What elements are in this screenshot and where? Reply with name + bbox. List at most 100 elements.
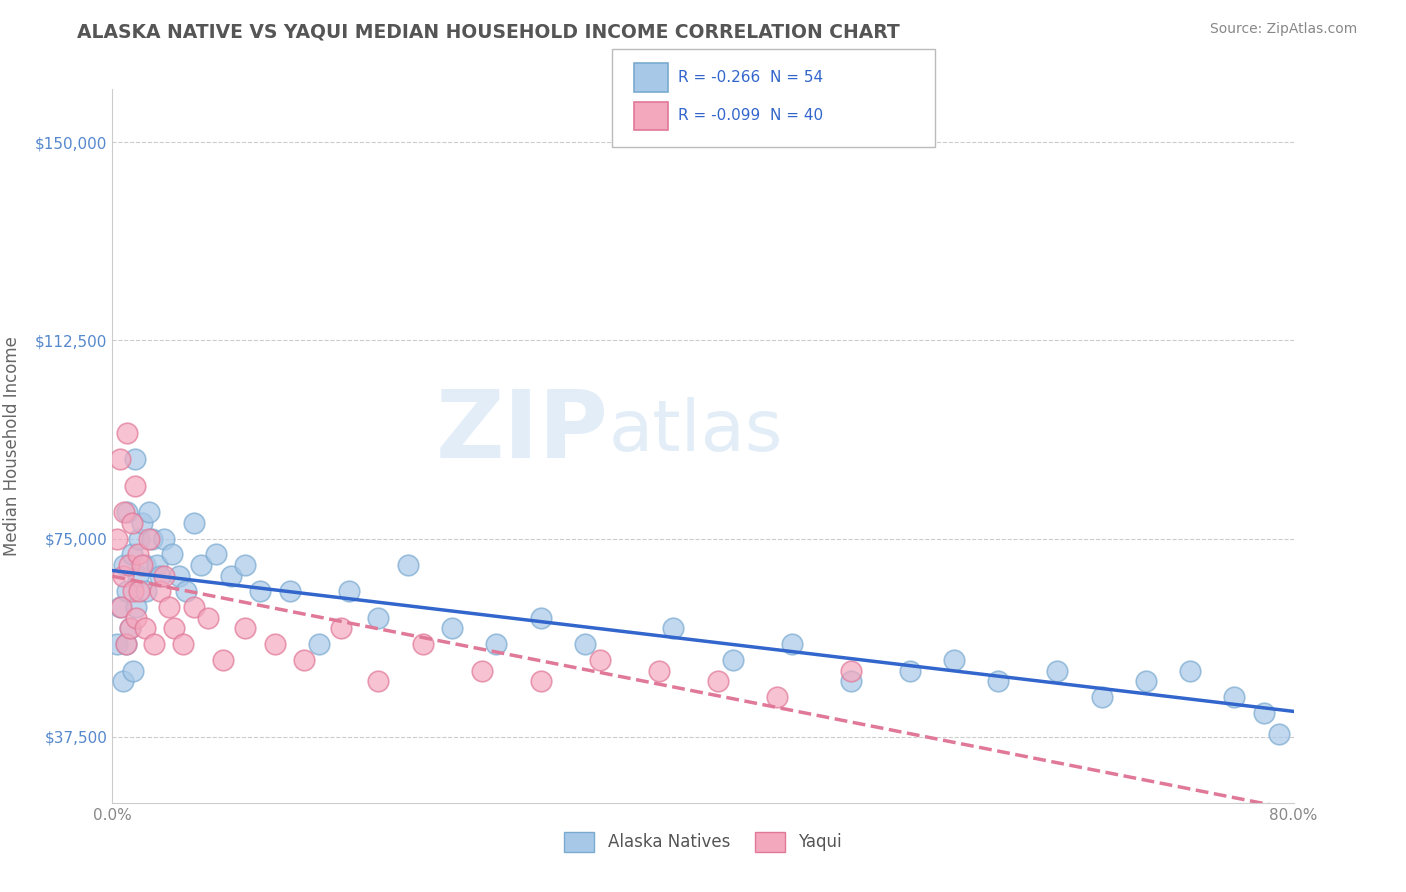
Point [233, 558, 256, 572]
Point [1091, 690, 1114, 704]
Point [141, 532, 163, 546]
Point [1268, 727, 1291, 741]
Text: R = -0.099  N = 40: R = -0.099 N = 40 [678, 109, 823, 123]
Point [588, 653, 610, 667]
Point [111, 568, 134, 582]
Point [942, 653, 965, 667]
Point [117, 425, 138, 440]
Point [135, 584, 157, 599]
Point [149, 584, 172, 599]
Point [292, 653, 315, 667]
Point [163, 621, 186, 635]
Point [121, 516, 143, 530]
Point [118, 558, 141, 572]
Point [1178, 664, 1201, 678]
Point [112, 505, 135, 519]
Point [367, 674, 389, 689]
Point [111, 674, 134, 689]
Point [114, 637, 136, 651]
Point [117, 584, 138, 599]
Point [706, 674, 728, 689]
Point [127, 568, 149, 582]
Point [138, 532, 160, 546]
Point [249, 584, 271, 599]
Point [1135, 674, 1157, 689]
Point [172, 637, 194, 651]
Point [212, 653, 235, 667]
Point [219, 568, 242, 582]
Point [839, 664, 862, 678]
Point [117, 505, 138, 519]
Point [105, 637, 128, 651]
Point [149, 568, 172, 582]
Point [124, 478, 146, 492]
Point [367, 611, 389, 625]
Point [160, 547, 183, 561]
Text: Source: ZipAtlas.com: Source: ZipAtlas.com [1209, 22, 1357, 37]
Text: ALASKA NATIVE VS YAQUI MEDIAN HOUSEHOLD INCOME CORRELATION CHART: ALASKA NATIVE VS YAQUI MEDIAN HOUSEHOLD … [77, 22, 900, 41]
Point [108, 600, 131, 615]
Point [142, 637, 165, 651]
Point [183, 516, 205, 530]
Text: ZIP: ZIP [436, 385, 609, 478]
Point [134, 621, 156, 635]
Point [125, 611, 148, 625]
Point [441, 621, 464, 635]
Point [131, 558, 153, 572]
Point [780, 637, 803, 651]
Point [120, 621, 142, 635]
Point [146, 558, 169, 572]
Point [110, 600, 132, 615]
Point [122, 584, 145, 599]
Point [112, 558, 135, 572]
Point [153, 532, 176, 546]
Point [574, 637, 596, 651]
Point [485, 637, 508, 651]
Point [120, 621, 142, 635]
Point [662, 621, 685, 635]
Point [411, 637, 433, 651]
Point [125, 600, 148, 615]
Point [124, 452, 146, 467]
Point [190, 558, 212, 572]
Point [134, 558, 156, 572]
Point [122, 664, 145, 678]
Point [114, 637, 136, 651]
Point [138, 505, 160, 519]
Point [839, 674, 862, 689]
Point [396, 558, 419, 572]
Point [174, 584, 197, 599]
Point [233, 621, 256, 635]
Point [127, 547, 149, 561]
Point [128, 584, 150, 599]
Point [278, 584, 301, 599]
Point [766, 690, 789, 704]
Point [330, 621, 353, 635]
Point [197, 611, 219, 625]
Point [108, 452, 131, 467]
Point [987, 674, 1010, 689]
Point [647, 664, 671, 678]
Point [205, 547, 228, 561]
Point [529, 674, 551, 689]
Point [121, 547, 143, 561]
Text: R = -0.266  N = 54: R = -0.266 N = 54 [678, 70, 823, 85]
Point [131, 516, 153, 530]
Point [529, 611, 551, 625]
Point [470, 664, 494, 678]
Point [308, 637, 330, 651]
Point [1253, 706, 1275, 720]
Point [721, 653, 744, 667]
Point [898, 664, 921, 678]
Point [337, 584, 360, 599]
Point [128, 532, 150, 546]
Point [167, 568, 190, 582]
Point [264, 637, 287, 651]
Point [157, 600, 180, 615]
Text: atlas: atlas [609, 397, 783, 467]
Point [183, 600, 205, 615]
Point [105, 532, 128, 546]
Point [1223, 690, 1246, 704]
Legend: Alaska Natives, Yaqui: Alaska Natives, Yaqui [558, 825, 848, 859]
Point [1046, 664, 1069, 678]
